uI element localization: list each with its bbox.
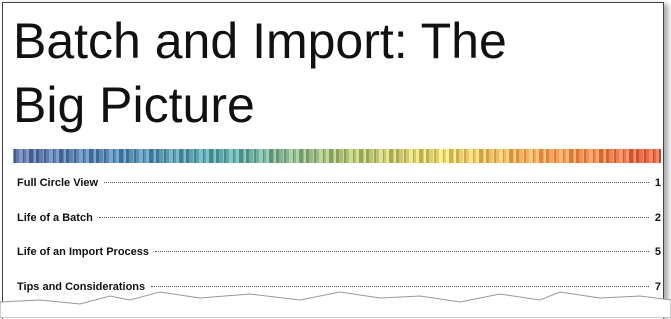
torn-edge (0, 0, 671, 318)
screenshot: Batch and Import: The Big Picture Full C… (0, 0, 671, 318)
